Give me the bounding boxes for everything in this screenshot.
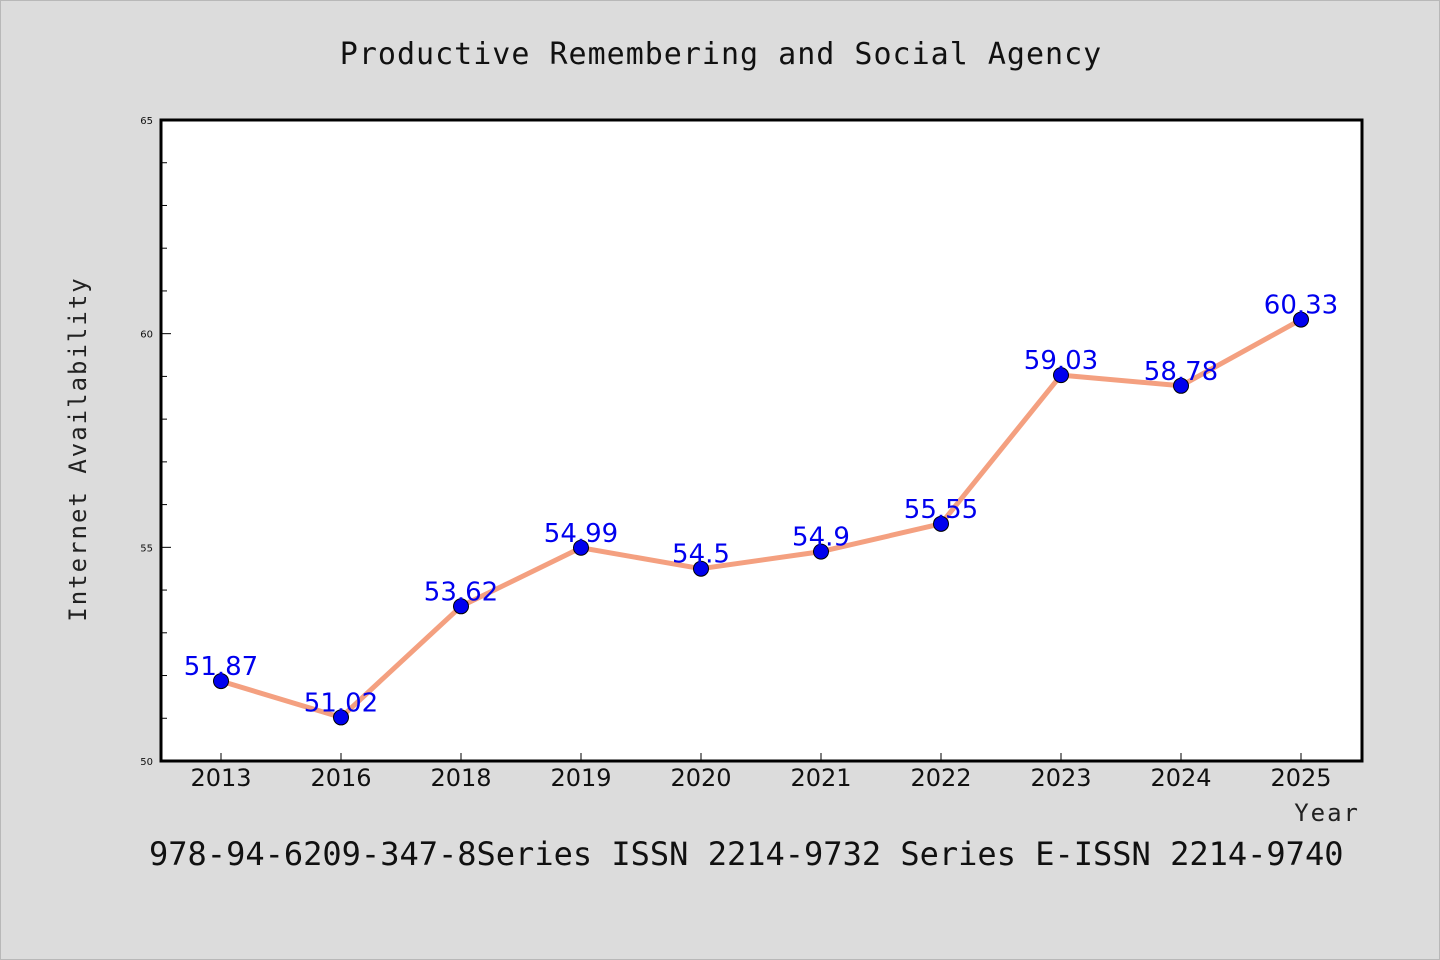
x-tick-label: 2020	[670, 764, 731, 792]
x-tick-label: 2024	[1150, 764, 1211, 792]
x-tick-label: 2013	[190, 764, 251, 792]
data-label: 58.78	[1144, 357, 1218, 387]
data-labels: 51.87 51.02 53.62 54.99 54.5 54.9 55.55 59.03 58…	[184, 291, 1338, 719]
y-tick-label: 65	[140, 116, 153, 127]
x-tick-label: 2025	[1270, 764, 1331, 792]
data-label: 51.02	[304, 688, 378, 718]
data-label: 54.9	[792, 523, 850, 553]
data-point	[813, 543, 829, 560]
data-label: 59.03	[1024, 346, 1098, 376]
data-label: 51.87	[184, 652, 258, 682]
series-markers	[213, 311, 1309, 726]
y-tick-label: 55	[140, 543, 153, 554]
x-tick-label: 2016	[310, 764, 371, 792]
data-point	[693, 560, 709, 577]
data-point	[333, 709, 349, 726]
series-line	[218, 317, 1304, 720]
x-tick-label: 2023	[1030, 764, 1091, 792]
data-point	[1293, 311, 1309, 328]
data-point	[933, 515, 949, 532]
footer-isbn: 978-94-6209-347-8Series ISSN 2214-9732 S…	[149, 835, 1343, 873]
data-point	[1053, 367, 1069, 384]
x-tick-label: 2018	[430, 764, 491, 792]
data-label: 60.33	[1264, 291, 1338, 321]
data-point	[573, 539, 589, 556]
x-tick-label: 2021	[790, 764, 851, 792]
data-label: 54.99	[544, 519, 618, 549]
data-label: 55.55	[904, 495, 978, 525]
data-label: 53.62	[424, 577, 498, 607]
y-tick-label: 60	[140, 330, 153, 341]
x-axis-title: Year	[1294, 799, 1360, 827]
data-point	[1173, 377, 1189, 394]
y-axis-title: Internet Availability	[64, 276, 92, 621]
data-point	[453, 598, 469, 615]
data-point	[213, 673, 229, 690]
data-label: 54.5	[672, 540, 730, 570]
y-axis: 50 55 60 65	[140, 116, 171, 768]
plot-area	[159, 118, 1364, 763]
x-tick-label: 2022	[910, 764, 971, 792]
x-tick-label: 2019	[550, 764, 611, 792]
x-axis: 2013 2016 2018 2019 2020 2021 2022 2023 2024 2025	[190, 753, 1332, 792]
chart-title: Productive Remembering and Social Agency	[340, 37, 1102, 72]
y-tick-label: 50	[140, 757, 153, 768]
